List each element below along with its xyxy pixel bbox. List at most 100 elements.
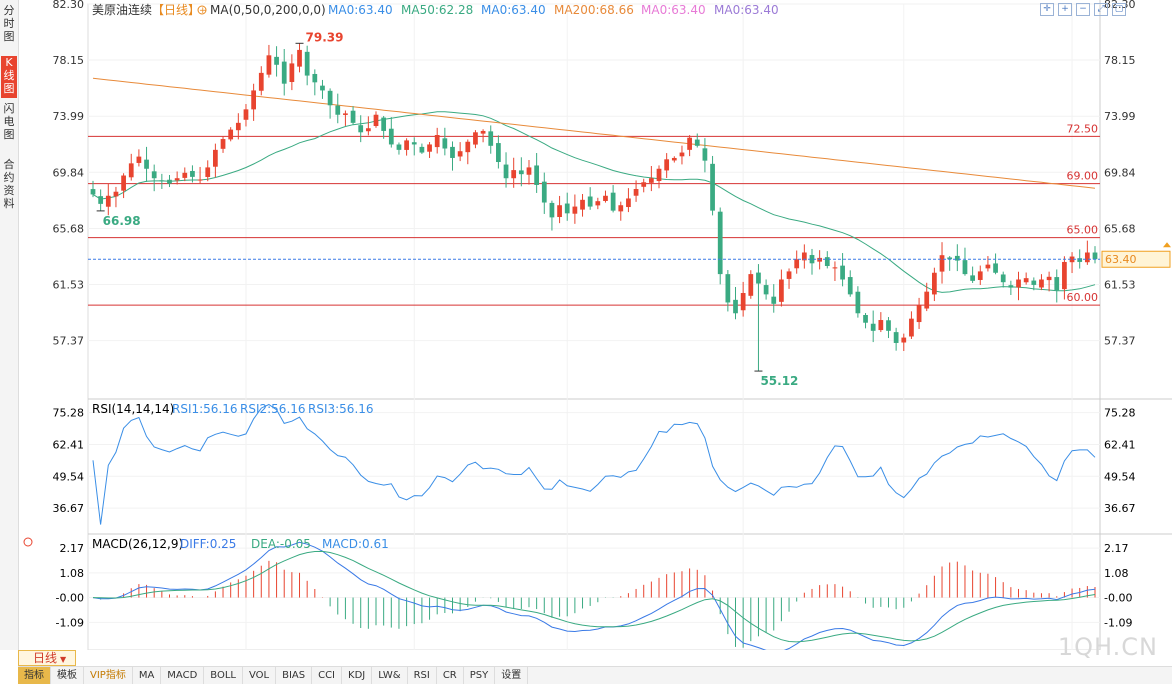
period-selector[interactable]: 日线 ▼	[18, 650, 76, 666]
candle-body	[388, 128, 394, 145]
current-price-badge	[1101, 250, 1171, 268]
candle-body	[136, 156, 142, 163]
candle-body	[748, 274, 754, 296]
ma200-line	[92, 77, 1096, 189]
candle-body	[365, 128, 371, 132]
candle-body	[258, 72, 264, 91]
candle-body	[1077, 258, 1083, 262]
macd-tick-right: 1.08	[1104, 567, 1129, 580]
candle-body	[235, 122, 241, 131]
zoom-out-icon[interactable]: −	[1076, 3, 1090, 16]
high-label: 79.39	[306, 30, 344, 44]
toolbar-12[interactable]: CR	[437, 667, 464, 684]
candle-body	[901, 337, 907, 343]
dea-line	[92, 550, 1096, 643]
rsi-tick-right: 62.41	[1104, 438, 1136, 451]
toolbar-6[interactable]: VOL	[243, 667, 277, 684]
toolbar-7[interactable]: BIAS	[276, 667, 313, 684]
toolbar-4[interactable]: MACD	[161, 667, 205, 684]
period-tag: 【日线】	[152, 3, 200, 17]
candle-body	[457, 151, 463, 157]
fullscreen-icon[interactable]: ▢	[1112, 3, 1126, 16]
candle-body	[786, 271, 792, 279]
candle-body	[610, 192, 616, 211]
candle-body	[977, 271, 983, 280]
kline-chart[interactable]: 82.30 82.30 78.15 78.15 73.99 73.99 69.84 69.84…	[0, 0, 1172, 650]
zoom-in-icon[interactable]: +	[1058, 3, 1072, 16]
instrument-name: 美原油连续	[92, 2, 152, 17]
candle-body	[350, 110, 356, 123]
candle-body	[863, 314, 868, 323]
price-tick-left: 73.99	[53, 110, 85, 123]
ma-value-3: MA200:68.66	[554, 3, 634, 17]
candle-body	[450, 146, 455, 158]
rsi-tick-left: 49.54	[53, 470, 85, 483]
candle-body	[1000, 274, 1006, 283]
toolbar-2[interactable]: VIP指标	[84, 667, 133, 684]
toolbar-5[interactable]: BOLL	[204, 667, 243, 684]
candle-body	[159, 180, 165, 182]
ma-value-5: MA0:63.40	[714, 3, 779, 17]
candle-body	[228, 129, 234, 140]
candle-body	[1054, 277, 1060, 291]
candle-body	[442, 138, 448, 149]
candle-body	[733, 299, 738, 314]
candle-body	[98, 196, 104, 204]
toolbar-9[interactable]: KDJ	[342, 667, 373, 684]
plot-frame	[87, 3, 1101, 650]
price-tick-right: 73.99	[1104, 110, 1136, 123]
macd-value-0: DIFF:0.25	[180, 537, 236, 551]
candle-body	[473, 132, 478, 145]
toolbar-8[interactable]: CCI	[312, 667, 343, 684]
candle-body	[373, 114, 379, 127]
candle-body	[580, 199, 585, 210]
toolbar-10[interactable]: LW&	[372, 667, 408, 684]
candle-body	[404, 140, 409, 150]
price-tick-left: 82.30	[53, 0, 85, 11]
candle-body	[549, 202, 555, 218]
candle-body	[664, 159, 670, 171]
toolbar-14[interactable]: 设置	[495, 667, 529, 684]
macd-tick-left: 1.08	[60, 567, 85, 580]
tab-0[interactable]: 分时图	[3, 4, 15, 43]
tab-2[interactable]: 闪电图	[3, 102, 15, 141]
time-tick: 2025/06	[1047, 648, 1097, 650]
price-tick-right: 82.30	[1104, 0, 1136, 11]
candle-body	[970, 275, 975, 281]
toggle-plus: +	[199, 6, 207, 16]
candle-body	[1008, 285, 1014, 288]
candle-body	[220, 139, 226, 149]
time-tick: 2025/04	[718, 648, 768, 650]
price-tick-left: 65.68	[53, 222, 85, 235]
candle-body	[717, 211, 723, 275]
time-tick: 2025/02	[389, 648, 439, 650]
candle-body	[648, 178, 654, 183]
price-tick-left: 61.53	[53, 279, 85, 292]
macd-tick-left: 2.17	[60, 542, 85, 555]
ma-value-2: MA0:63.40	[481, 3, 546, 17]
toolbar-1[interactable]: 模板	[51, 667, 84, 684]
expand-icon[interactable]: ⤢	[1094, 3, 1108, 16]
candle-body	[213, 149, 218, 167]
toolbar-3[interactable]: MA	[133, 667, 162, 684]
candle-body	[947, 257, 953, 260]
toolbar-13[interactable]: PSY	[464, 667, 496, 684]
crosshair-icon[interactable]: ✛	[1040, 3, 1054, 16]
candle-body	[190, 170, 195, 177]
toolbar-0[interactable]: 指标	[18, 667, 51, 684]
toggle-icon	[197, 5, 207, 15]
candle-body	[427, 144, 432, 152]
candle-body	[794, 259, 800, 269]
candle-body	[1023, 278, 1029, 283]
candle-body	[587, 196, 593, 207]
tab-3[interactable]: 合约资料	[3, 158, 15, 210]
ma-label: MA(0,50,0,200,0,0)	[210, 3, 326, 17]
candle-body	[855, 291, 861, 314]
candle-body	[1039, 279, 1044, 288]
candle-body	[564, 203, 570, 214]
candle-body	[710, 163, 715, 211]
candle-body	[312, 73, 318, 83]
rsi-tick-right: 75.28	[1104, 407, 1136, 420]
toolbar-11[interactable]: RSI	[408, 667, 437, 684]
